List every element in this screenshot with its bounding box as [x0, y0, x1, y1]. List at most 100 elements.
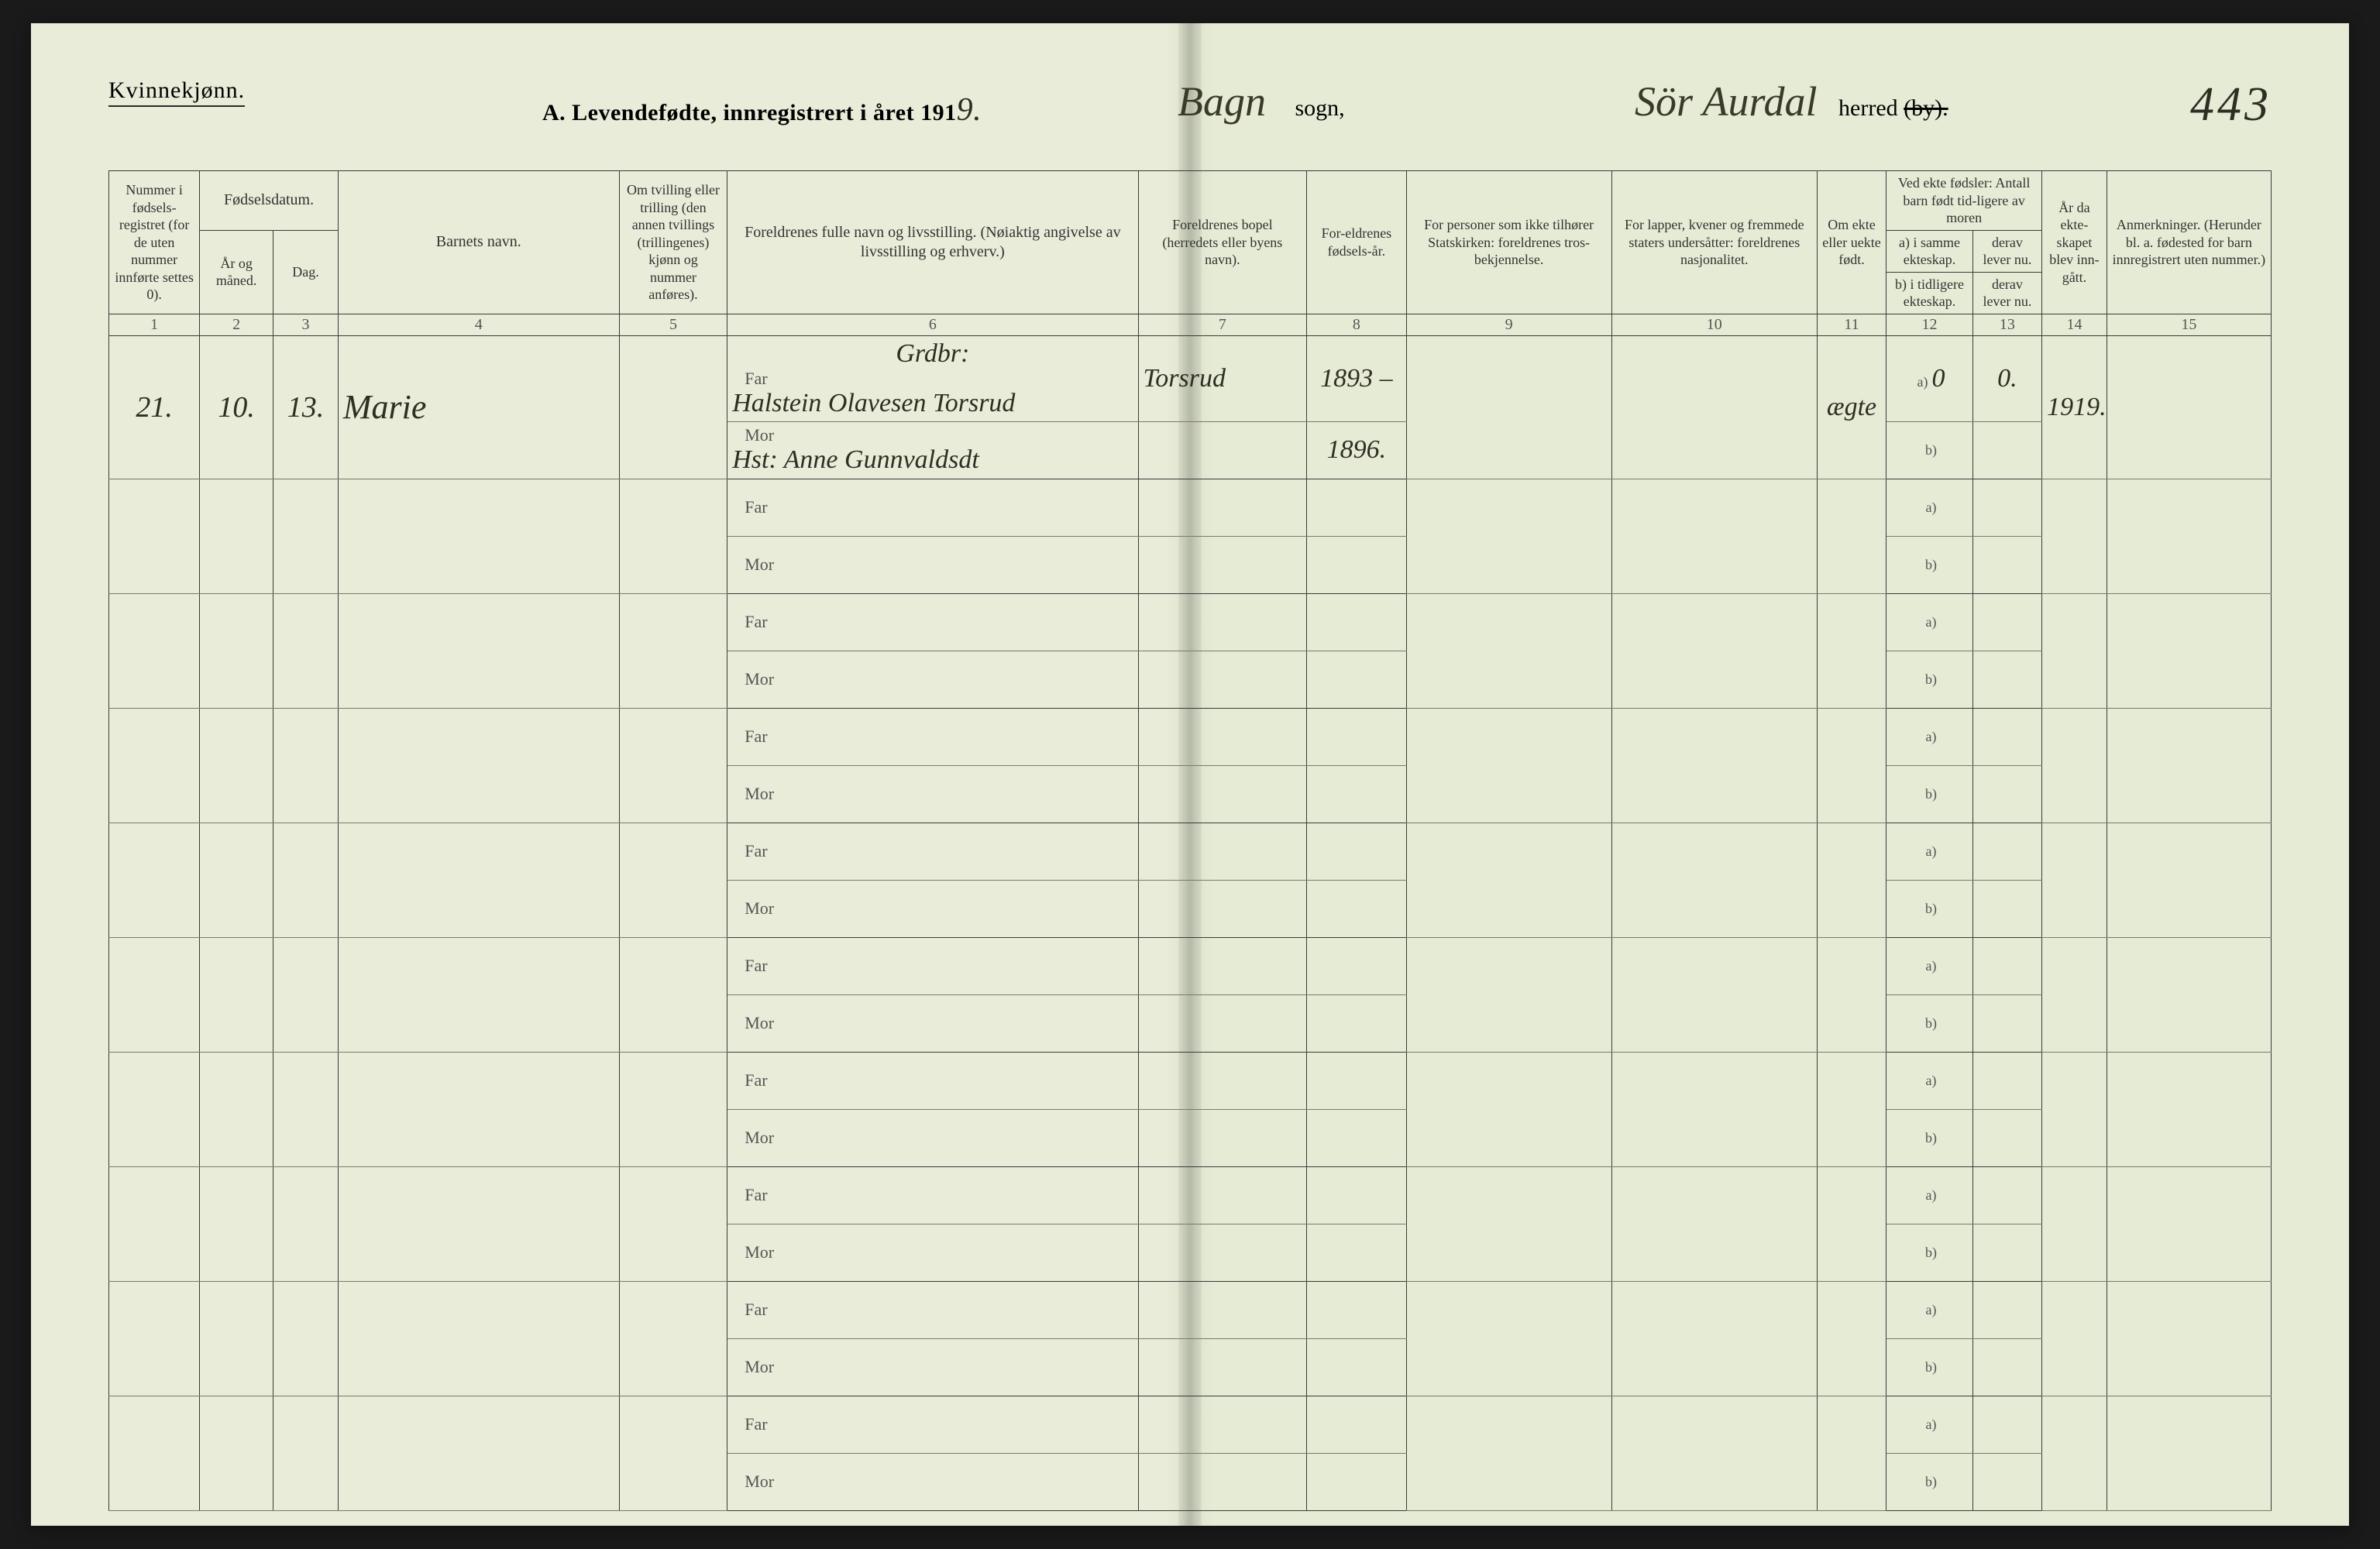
col-12a: a) i samme ekteskap.: [1886, 230, 1973, 272]
cell: a): [1886, 479, 1973, 536]
herred-block: Sör Aurdal herred (by).: [1635, 77, 1948, 125]
cell: [619, 593, 727, 708]
entry-far: Halstein Olavesen Torsrud: [732, 389, 1015, 417]
cell: [200, 593, 273, 708]
mor-label: Mor: [732, 1128, 1133, 1148]
cell: b): [1886, 880, 1973, 937]
cn-6: 6: [727, 314, 1138, 335]
head-row-1: Nummer i fødsels-registret (for de uten …: [109, 171, 2272, 231]
col-1: Nummer i fødsels-registret (for de uten …: [109, 171, 200, 314]
cell: [338, 937, 619, 1052]
far-label: Far: [732, 1070, 1133, 1090]
cell: [1138, 994, 1307, 1052]
cell: b): [1886, 994, 1973, 1052]
b-label: b): [1925, 557, 1937, 573]
cell: 13.: [273, 335, 339, 479]
cell: [1138, 765, 1307, 823]
cn-13: 13: [1972, 314, 2041, 335]
cell: [338, 593, 619, 708]
cell: Far: [727, 593, 1138, 651]
cell: 21.: [109, 335, 200, 479]
cell: [1138, 536, 1307, 593]
cell: ægte: [1817, 335, 1886, 479]
cell: [1307, 994, 1406, 1052]
b-label: b): [1925, 1015, 1937, 1032]
cell: [1972, 536, 2041, 593]
cell: [1307, 1052, 1406, 1109]
cn-2: 2: [200, 314, 273, 335]
cell: [1406, 479, 1611, 593]
col-12-top: Ved ekte fødsler: Antall barn født tid-l…: [1886, 171, 2042, 231]
cell: [1972, 1396, 2041, 1453]
table-head: Nummer i fødsels-registret (for de uten …: [109, 171, 2272, 336]
cell: [1307, 880, 1406, 937]
cell: [1138, 1224, 1307, 1281]
cell: [1307, 1224, 1406, 1281]
cell: [109, 708, 200, 823]
a-label: a): [1925, 500, 1936, 516]
herred-label: herred: [1838, 95, 1898, 121]
cell: b): [1886, 651, 1973, 708]
col-11: Om ekte eller uekte født.: [1817, 171, 1886, 314]
cell: [109, 593, 200, 708]
entry-barn: Marie: [343, 388, 427, 426]
cell: [1972, 708, 2041, 765]
col-14: År da ekte-skapet blev inn-gått.: [2042, 171, 2107, 314]
cell: a) 0: [1886, 335, 1973, 421]
cn-8: 8: [1307, 314, 1406, 335]
cell: [1611, 1396, 1817, 1510]
cell: [200, 1281, 273, 1396]
mor-label: Mor: [732, 1242, 1133, 1262]
a-label: a): [1925, 729, 1936, 745]
cell: [2042, 1396, 2107, 1510]
cell: [1138, 1166, 1307, 1224]
cell: [2107, 335, 2271, 479]
col-13a: derav lever nu.: [1972, 230, 2041, 272]
cell: [1972, 880, 2041, 937]
cell: [1138, 1109, 1307, 1166]
far-label: Far: [732, 1185, 1133, 1205]
col-fodsel: Fødselsdatum.: [200, 171, 339, 231]
form-title: A. Levendefødte, innregistrert i året 19…: [542, 91, 982, 129]
col-2: År og måned.: [200, 230, 273, 314]
form-title-prefix: A. Levendefødte, innregistrert i året 19…: [542, 100, 957, 125]
cell: a): [1886, 593, 1973, 651]
cell: [1817, 823, 1886, 937]
cn-5: 5: [619, 314, 727, 335]
col-3: Dag.: [273, 230, 339, 314]
table-row: Fara): [109, 823, 2272, 880]
cell: [200, 1166, 273, 1281]
cell: a): [1886, 823, 1973, 880]
cell: [200, 708, 273, 823]
cell: [1138, 1338, 1307, 1396]
table-body: 21.10.13.MarieGrdbr:Far Halstein Olavese…: [109, 335, 2272, 1510]
b-label: b): [1925, 1130, 1937, 1146]
cell: [2107, 823, 2271, 937]
cell: Far: [727, 1166, 1138, 1224]
ledger-page: Kvinnekjønn. A. Levendefødte, innregistr…: [31, 23, 2349, 1526]
gender-heading: Kvinnekjønn.: [108, 77, 245, 107]
cell: [1307, 1281, 1406, 1338]
cn-11: 11: [1817, 314, 1886, 335]
entry-mor: Hst: Anne Gunnvaldsdt: [732, 445, 979, 474]
cell: Far: [727, 1052, 1138, 1109]
a-label: a): [1925, 958, 1936, 974]
col-12b: b) i tidligere ekteskap.: [1886, 272, 1973, 314]
cell: [2107, 479, 2271, 593]
cell: [273, 1052, 339, 1166]
cell: a): [1886, 1396, 1973, 1453]
cell: [338, 1281, 619, 1396]
cell: [338, 1166, 619, 1281]
cell: [338, 479, 619, 593]
col-5: Om tvilling eller trilling (den annen tv…: [619, 171, 727, 314]
cell: [1972, 937, 2041, 994]
col-8: For-eldrenes fødsels-år.: [1307, 171, 1406, 314]
cn-3: 3: [273, 314, 339, 335]
cell: Far: [727, 1281, 1138, 1338]
cell: Mor: [727, 765, 1138, 823]
col-10: For lapper, kvener og fremmede staters u…: [1611, 171, 1817, 314]
page-header: Kvinnekjønn. A. Levendefødte, innregistr…: [108, 77, 2272, 147]
cell: [1817, 479, 1886, 593]
entry-a: 0: [1931, 364, 1945, 393]
cell: [1138, 823, 1307, 880]
